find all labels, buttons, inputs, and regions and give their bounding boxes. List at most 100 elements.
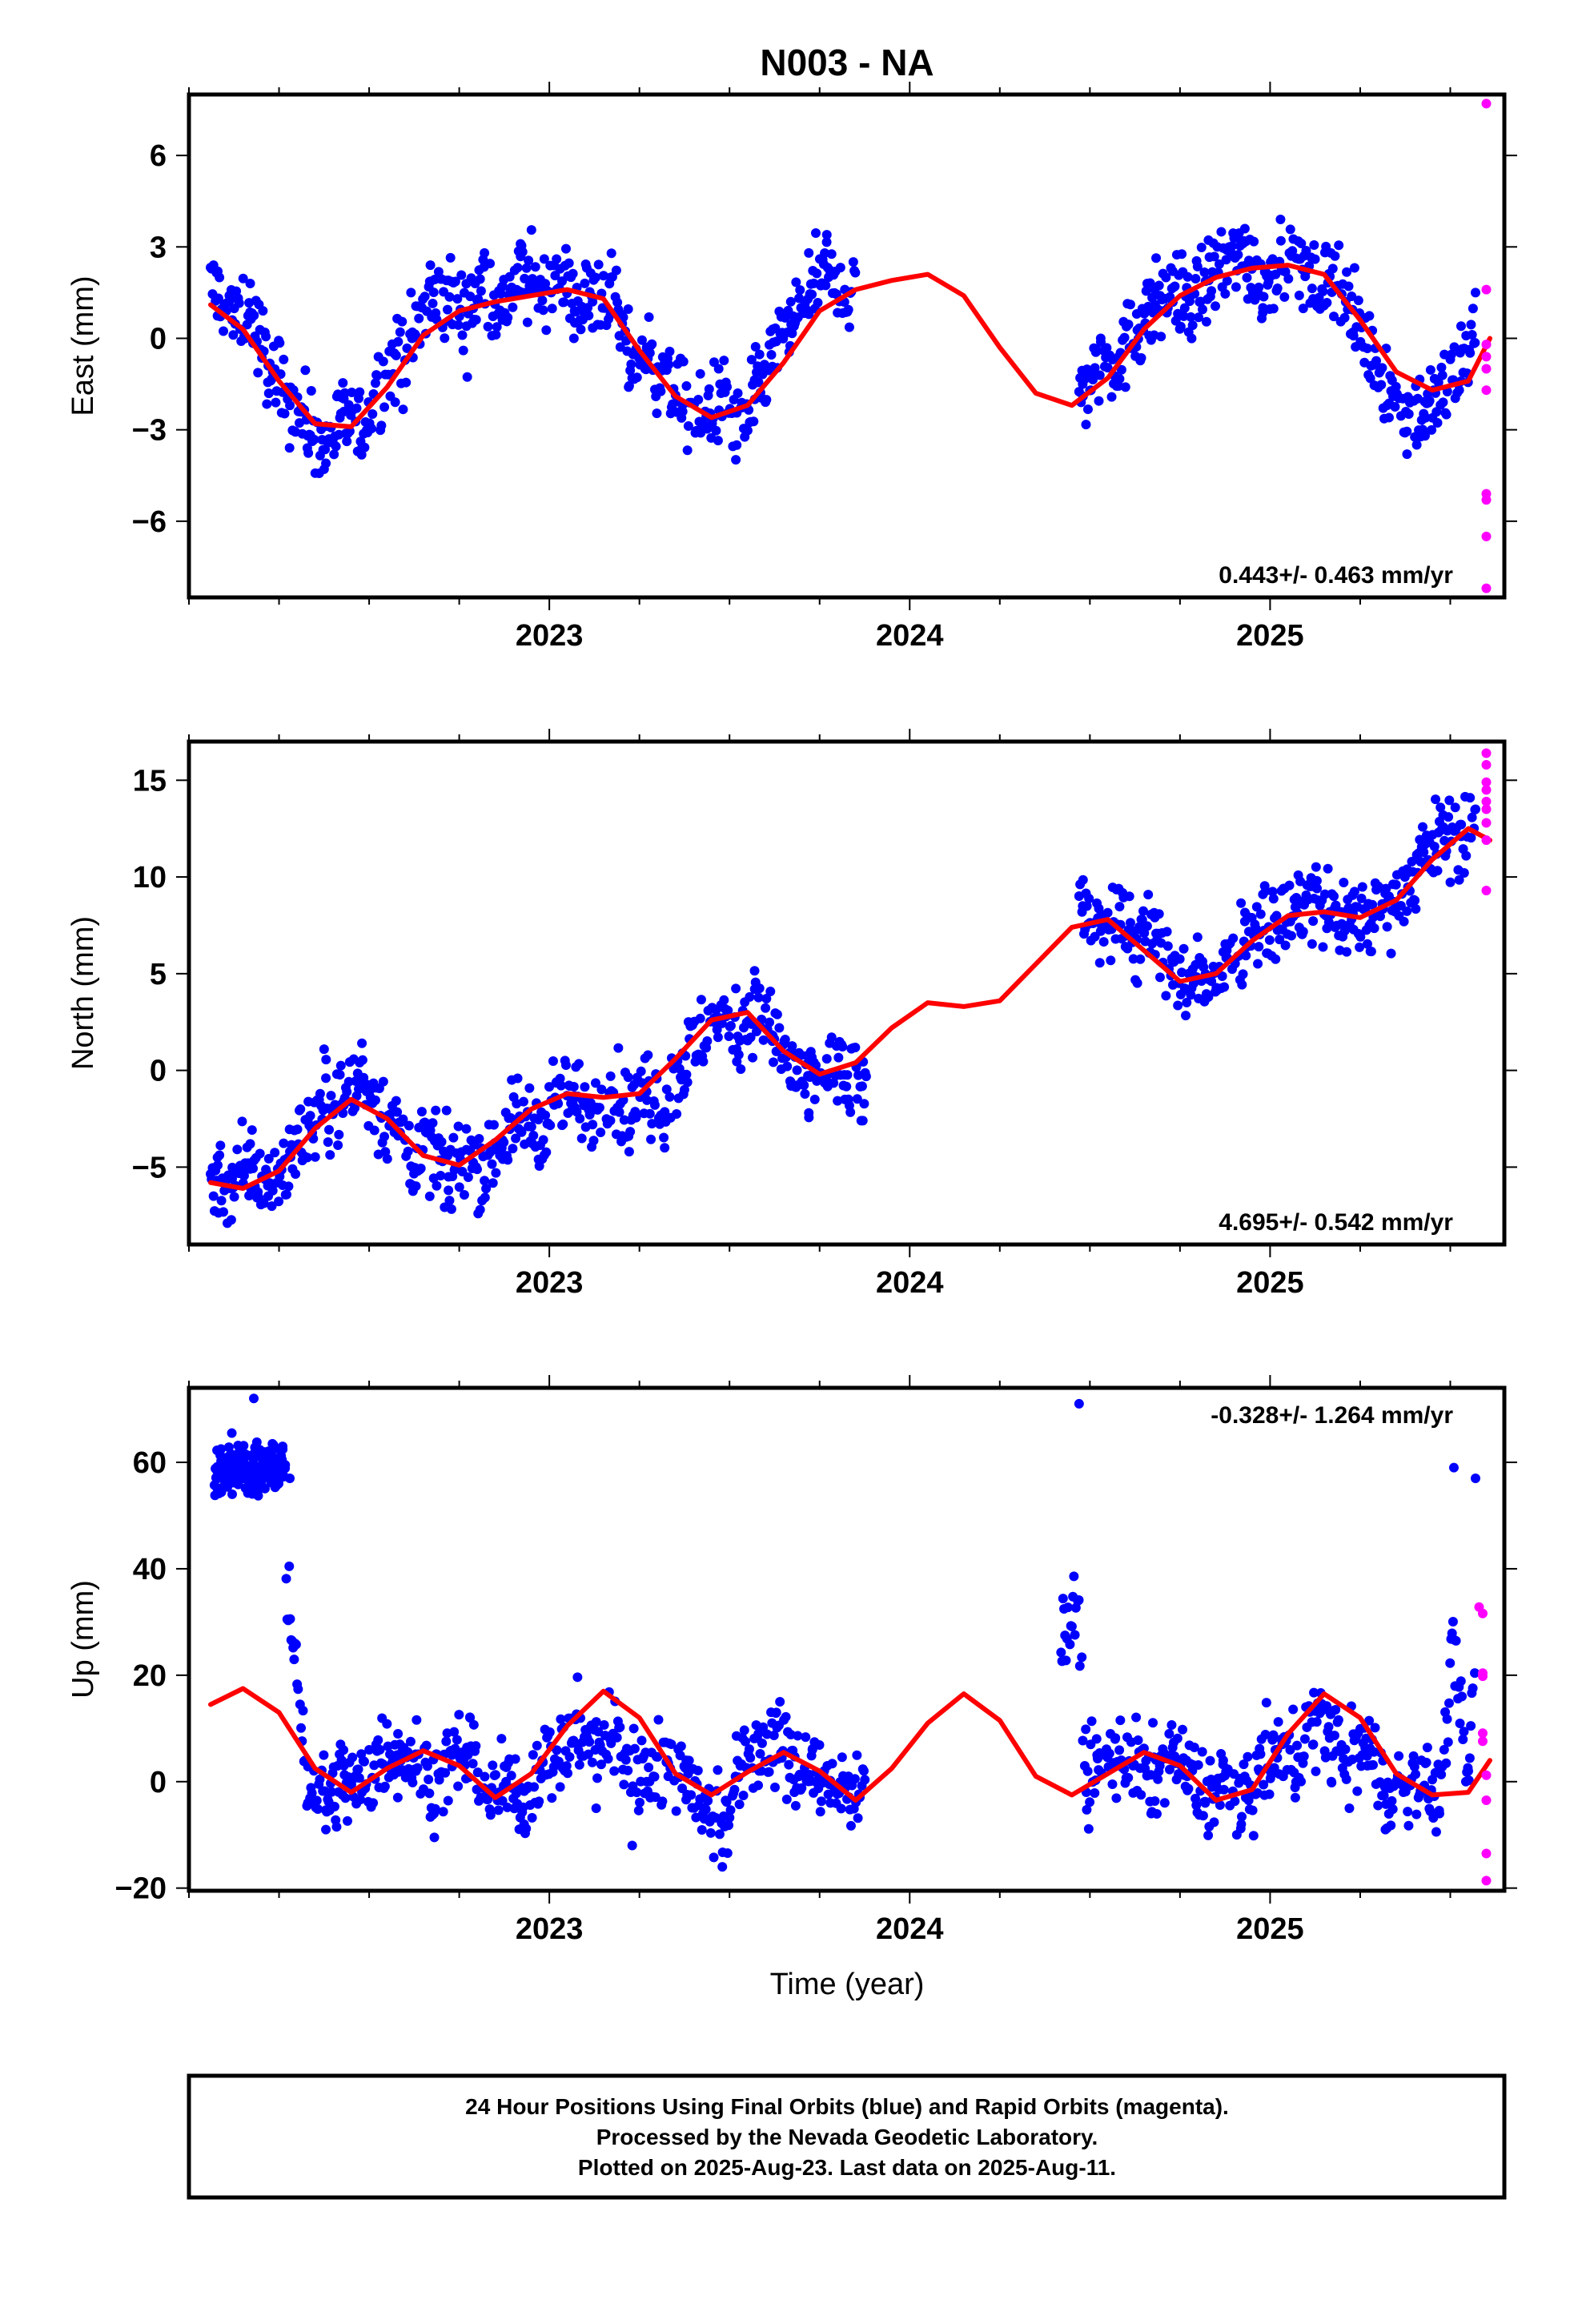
final-point — [1349, 887, 1359, 897]
final-point — [271, 1462, 281, 1473]
final-point — [378, 1076, 388, 1087]
final-point — [220, 1458, 231, 1468]
final-point — [1402, 906, 1412, 916]
final-point — [1081, 1724, 1091, 1735]
final-point — [452, 1735, 462, 1745]
final-point — [643, 1050, 653, 1060]
final-point — [1394, 1751, 1404, 1761]
final-point — [1081, 420, 1091, 430]
final-point — [1237, 979, 1247, 990]
final-point — [1455, 1718, 1465, 1728]
final-point — [624, 382, 634, 392]
final-point — [1275, 235, 1286, 246]
final-point — [442, 304, 452, 315]
final-point — [364, 1744, 375, 1755]
final-point — [1319, 889, 1330, 899]
final-point — [339, 1760, 349, 1771]
final-point — [1102, 907, 1113, 918]
final-point — [633, 1805, 644, 1815]
final-point — [1333, 1715, 1343, 1725]
final-point — [1114, 902, 1125, 912]
final-point — [238, 273, 248, 283]
final-point — [701, 1804, 711, 1815]
final-point — [1456, 819, 1467, 830]
final-point — [703, 1795, 713, 1806]
final-point — [1102, 363, 1113, 373]
final-point — [1255, 1749, 1266, 1759]
y-tick-label: 6 — [150, 139, 167, 173]
final-point — [458, 345, 468, 356]
final-point — [1445, 1658, 1456, 1668]
final-point — [357, 443, 367, 453]
final-point — [681, 381, 692, 392]
final-point — [1339, 877, 1349, 887]
final-point — [1294, 899, 1304, 909]
final-point — [1284, 880, 1295, 891]
final-point — [768, 324, 778, 335]
final-point — [438, 1807, 448, 1817]
final-point — [1435, 802, 1446, 813]
final-point — [350, 1103, 360, 1113]
final-point — [1298, 304, 1308, 314]
final-point — [666, 1739, 677, 1750]
final-point — [682, 1077, 693, 1088]
final-point — [444, 1196, 455, 1206]
final-point — [1114, 883, 1124, 894]
up-plot-area — [208, 1393, 1492, 1886]
y-tick-label: 10 — [133, 861, 167, 895]
x-tick-label: 2024 — [876, 619, 944, 653]
final-point — [425, 1125, 436, 1136]
final-point — [1409, 1762, 1419, 1772]
final-point — [702, 1035, 713, 1046]
final-point — [1178, 943, 1189, 954]
final-point — [1425, 364, 1435, 375]
final-point — [447, 1750, 457, 1760]
final-point — [534, 1796, 544, 1807]
final-point — [784, 1759, 794, 1770]
final-point — [368, 1798, 379, 1808]
y-tick-label: −3 — [132, 414, 167, 448]
final-point — [357, 1787, 367, 1798]
final-point — [274, 1196, 284, 1207]
final-point — [1362, 344, 1372, 354]
final-point — [697, 1824, 707, 1835]
rapid-point — [1481, 1795, 1492, 1806]
final-point — [1201, 316, 1211, 327]
final-point — [588, 1120, 598, 1130]
final-point — [398, 1114, 408, 1124]
final-point — [736, 1064, 746, 1075]
final-point — [1290, 1792, 1300, 1803]
final-point — [339, 1745, 349, 1755]
final-point — [1074, 1661, 1085, 1671]
final-point — [1352, 1786, 1363, 1796]
final-point — [216, 1196, 227, 1206]
final-point — [375, 1744, 385, 1755]
final-point — [765, 1017, 775, 1027]
final-point — [1139, 308, 1150, 319]
final-point — [787, 328, 797, 339]
final-point — [1219, 982, 1230, 992]
final-point — [223, 1482, 233, 1492]
final-point — [454, 1710, 464, 1720]
up-frame — [187, 1385, 1507, 1893]
north-model-curve — [208, 826, 1492, 1191]
final-point — [306, 386, 316, 396]
final-point — [448, 1132, 459, 1143]
final-point — [1186, 333, 1197, 344]
final-point — [315, 1774, 325, 1784]
final-point — [530, 262, 540, 272]
final-point — [1268, 1730, 1279, 1740]
final-point — [1090, 363, 1100, 373]
final-point — [1272, 283, 1283, 294]
final-point — [303, 431, 313, 441]
up-rapid-points — [1474, 1602, 1492, 1886]
final-point — [468, 1759, 478, 1769]
final-point — [1339, 926, 1350, 936]
y-tick-label: 15 — [133, 764, 167, 798]
final-point — [326, 1091, 336, 1101]
final-point — [1441, 1758, 1452, 1768]
final-point — [623, 1765, 633, 1775]
final-point — [516, 1127, 527, 1137]
final-point — [208, 1191, 219, 1201]
final-point — [713, 1765, 723, 1775]
